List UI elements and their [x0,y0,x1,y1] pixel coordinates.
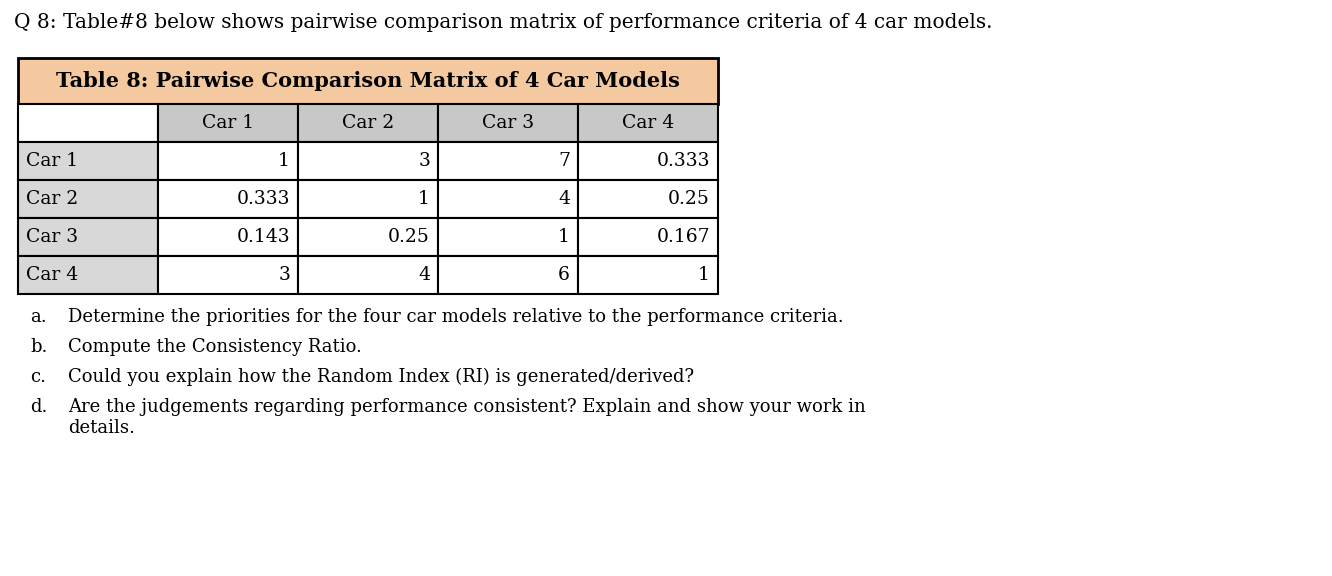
Text: Table 8: Pairwise Comparison Matrix of 4 Car Models: Table 8: Pairwise Comparison Matrix of 4… [56,71,679,91]
Text: 0.143: 0.143 [236,228,290,246]
Bar [578,180,718,218]
Text: 0.333: 0.333 [657,152,710,170]
Bar [19,256,159,294]
Bar [298,218,438,256]
Bar [159,218,298,256]
Text: 0.333: 0.333 [237,190,290,208]
Bar [159,180,298,218]
Text: Q 8: Table#8 below shows pairwise comparison matrix of performance criteria of 4: Q 8: Table#8 below shows pairwise compar… [15,13,992,32]
Bar [438,180,578,218]
Text: 1: 1 [418,190,430,208]
Text: Determine the priorities for the four car models relative to the performance cri: Determine the priorities for the four ca… [68,308,843,326]
Text: 0.167: 0.167 [657,228,710,246]
Bar [578,256,718,294]
Bar [298,180,438,218]
Bar [578,142,718,180]
Bar [578,218,718,256]
Text: 7: 7 [558,152,570,170]
Bar [159,104,298,142]
Text: Car 3: Car 3 [27,228,79,246]
Bar [298,142,438,180]
Text: Car 2: Car 2 [27,190,79,208]
Text: d.: d. [31,398,48,416]
Text: b.: b. [31,338,48,356]
Bar [159,256,298,294]
Bar [298,104,438,142]
Bar [578,104,718,142]
Bar [19,58,718,104]
Text: Are the judgements regarding performance consistent? Explain and show your work : Are the judgements regarding performance… [68,398,866,437]
Text: Car 4: Car 4 [622,114,674,132]
Text: Car 4: Car 4 [27,266,79,284]
Text: Car 1: Car 1 [202,114,254,132]
Bar [19,142,159,180]
Bar [438,256,578,294]
Text: 1: 1 [558,228,570,246]
Text: Car 1: Car 1 [27,152,79,170]
Bar [19,218,159,256]
Text: 1: 1 [698,266,710,284]
Bar [438,218,578,256]
Text: Car 3: Car 3 [482,114,534,132]
Bar [19,180,159,218]
Text: a.: a. [31,308,47,326]
Text: 4: 4 [418,266,430,284]
Text: Car 2: Car 2 [342,114,394,132]
Text: c.: c. [31,368,47,386]
Bar [159,142,298,180]
Text: Compute the Consistency Ratio.: Compute the Consistency Ratio. [68,338,362,356]
Text: 0.25: 0.25 [669,190,710,208]
Bar [19,104,159,142]
Bar [298,256,438,294]
Text: 0.25: 0.25 [388,228,430,246]
Text: 4: 4 [558,190,570,208]
Bar [438,104,578,142]
Text: 1: 1 [278,152,290,170]
Text: 3: 3 [418,152,430,170]
Text: Could you explain how the Random Index (RI) is generated/derived?: Could you explain how the Random Index (… [68,368,694,386]
Text: 6: 6 [558,266,570,284]
Bar [438,142,578,180]
Text: 3: 3 [278,266,290,284]
